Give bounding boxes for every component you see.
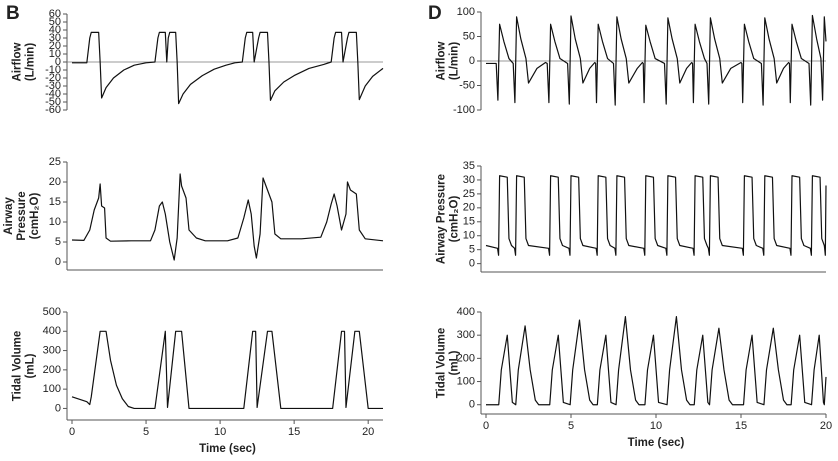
y-axis-label: (mL) bbox=[25, 353, 37, 378]
y-tick-label: 0 bbox=[469, 55, 475, 67]
y-tick-label: 200 bbox=[43, 364, 61, 376]
y-axis-label: Airway Pressure bbox=[436, 174, 448, 264]
y-tick-label: 60 bbox=[49, 8, 61, 20]
y-tick-label: 100 bbox=[457, 375, 475, 387]
y-tick-label: 10 bbox=[49, 216, 61, 228]
y-axis-label: (mL) bbox=[449, 350, 461, 375]
y-tick-label: 30 bbox=[463, 174, 475, 186]
waveform bbox=[71, 173, 384, 261]
y-axis-label: Tidal Volume bbox=[12, 331, 24, 402]
y-tick-label: 50 bbox=[463, 30, 475, 42]
y-tick-label: -10 bbox=[45, 64, 61, 76]
y-tick-label: 10 bbox=[463, 230, 475, 242]
y-tick-label: 0 bbox=[55, 56, 61, 68]
y-tick-label: -60 bbox=[45, 104, 61, 116]
x-tick-label: 10 bbox=[650, 420, 662, 432]
waveform bbox=[486, 14, 827, 106]
y-tick-label: 400 bbox=[457, 306, 475, 318]
y-axis-label: (L/min) bbox=[449, 42, 461, 80]
y-axis-label: (L/min) bbox=[25, 43, 37, 81]
x-tick-label: 20 bbox=[362, 426, 374, 438]
x-tick-label: 15 bbox=[735, 420, 747, 432]
y-tick-label: 5 bbox=[469, 244, 475, 256]
y-tick-label: 50 bbox=[49, 16, 61, 28]
y-tick-label: -40 bbox=[45, 88, 61, 100]
y-tick-label: 25 bbox=[49, 156, 61, 168]
x-axis-label: Time (sec) bbox=[199, 443, 256, 455]
y-tick-label: 35 bbox=[463, 160, 475, 172]
x-tick-label: 20 bbox=[820, 420, 832, 432]
y-axis-label: Airway bbox=[3, 197, 15, 235]
y-tick-label: 0 bbox=[469, 399, 475, 411]
y-tick-label: -20 bbox=[45, 72, 61, 84]
x-tick-label: 5 bbox=[568, 420, 574, 432]
y-tick-label: 0 bbox=[469, 258, 475, 270]
y-tick-label: 0 bbox=[55, 402, 61, 414]
y-axis-label: Airflow bbox=[436, 41, 448, 80]
y-tick-label: 20 bbox=[49, 40, 61, 52]
panel-label: D bbox=[428, 3, 442, 24]
y-tick-label: 40 bbox=[49, 24, 61, 36]
y-axis-label: Airflow bbox=[12, 42, 24, 81]
y-tick-label: -50 bbox=[459, 79, 475, 91]
y-tick-label: 300 bbox=[43, 344, 61, 356]
waveform bbox=[486, 316, 827, 406]
y-tick-label: 30 bbox=[49, 32, 61, 44]
waveform bbox=[485, 175, 827, 256]
x-tick-label: 0 bbox=[483, 420, 489, 432]
y-axis-label: (cmH₂O) bbox=[29, 193, 41, 240]
y-tick-label: 100 bbox=[457, 6, 475, 18]
waveform bbox=[72, 31, 384, 105]
y-tick-label: 10 bbox=[49, 48, 61, 60]
y-tick-label: 15 bbox=[463, 216, 475, 228]
y-tick-label: 200 bbox=[457, 352, 475, 364]
y-axis-label: Pressure bbox=[16, 191, 28, 240]
y-tick-label: 400 bbox=[43, 325, 61, 337]
y-tick-label: -50 bbox=[45, 96, 61, 108]
y-tick-label: 15 bbox=[49, 196, 61, 208]
y-tick-label: -100 bbox=[453, 104, 475, 116]
y-axis-label: (cmH₂O) bbox=[449, 196, 461, 243]
y-tick-label: 5 bbox=[55, 236, 61, 248]
x-tick-label: 15 bbox=[288, 426, 300, 438]
y-tick-label: 300 bbox=[457, 329, 475, 341]
y-tick-label: 0 bbox=[55, 256, 61, 268]
y-tick-label: 25 bbox=[463, 188, 475, 200]
x-axis-label: Time (sec) bbox=[628, 437, 685, 449]
panel-label: B bbox=[6, 3, 20, 24]
y-axis-label: Tidal Volume bbox=[436, 328, 448, 399]
y-tick-label: 500 bbox=[43, 306, 61, 318]
x-tick-label: 0 bbox=[69, 426, 75, 438]
y-tick-label: 100 bbox=[43, 383, 61, 395]
waveform bbox=[71, 330, 383, 410]
x-tick-label: 5 bbox=[143, 426, 149, 438]
y-tick-label: 20 bbox=[463, 202, 475, 214]
x-tick-label: 10 bbox=[214, 426, 226, 438]
y-tick-label: 20 bbox=[49, 176, 61, 188]
y-tick-label: -30 bbox=[45, 80, 61, 92]
